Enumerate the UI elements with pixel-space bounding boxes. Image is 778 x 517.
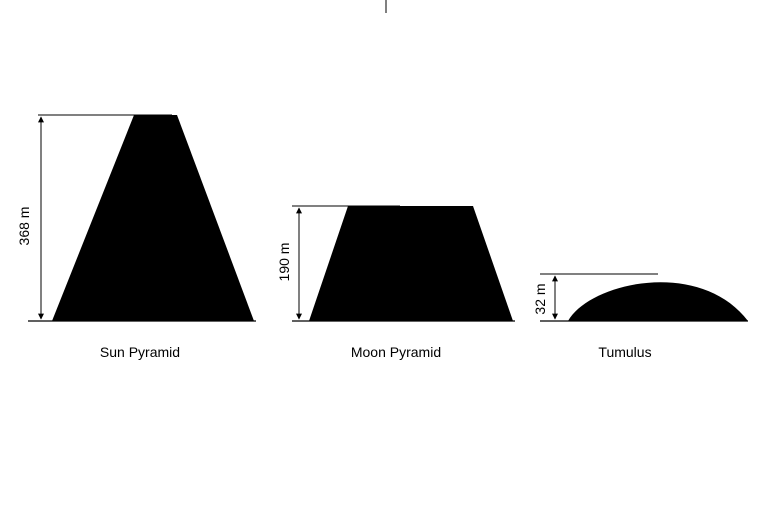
tumulus-name-label: Tumulus [598,344,651,360]
moon-pyramid-height-label: 190 m [276,243,292,282]
moon-pyramid-shape [309,206,513,321]
sun-pyramid-shape [52,115,254,321]
tumulus-shape [568,282,748,321]
sun-pyramid-name-label: Sun Pyramid [100,344,180,360]
moon-pyramid-group: 190 m Moon Pyramid [276,205,513,360]
tumulus-height-label: 32 m [532,283,548,314]
sun-pyramid-group: 368 m Sun Pyramid [16,114,254,360]
sun-pyramid-height-label: 368 m [16,207,32,246]
tumulus-group: 32 m Tumulus [532,273,748,360]
moon-pyramid-name-label: Moon Pyramid [351,344,441,360]
